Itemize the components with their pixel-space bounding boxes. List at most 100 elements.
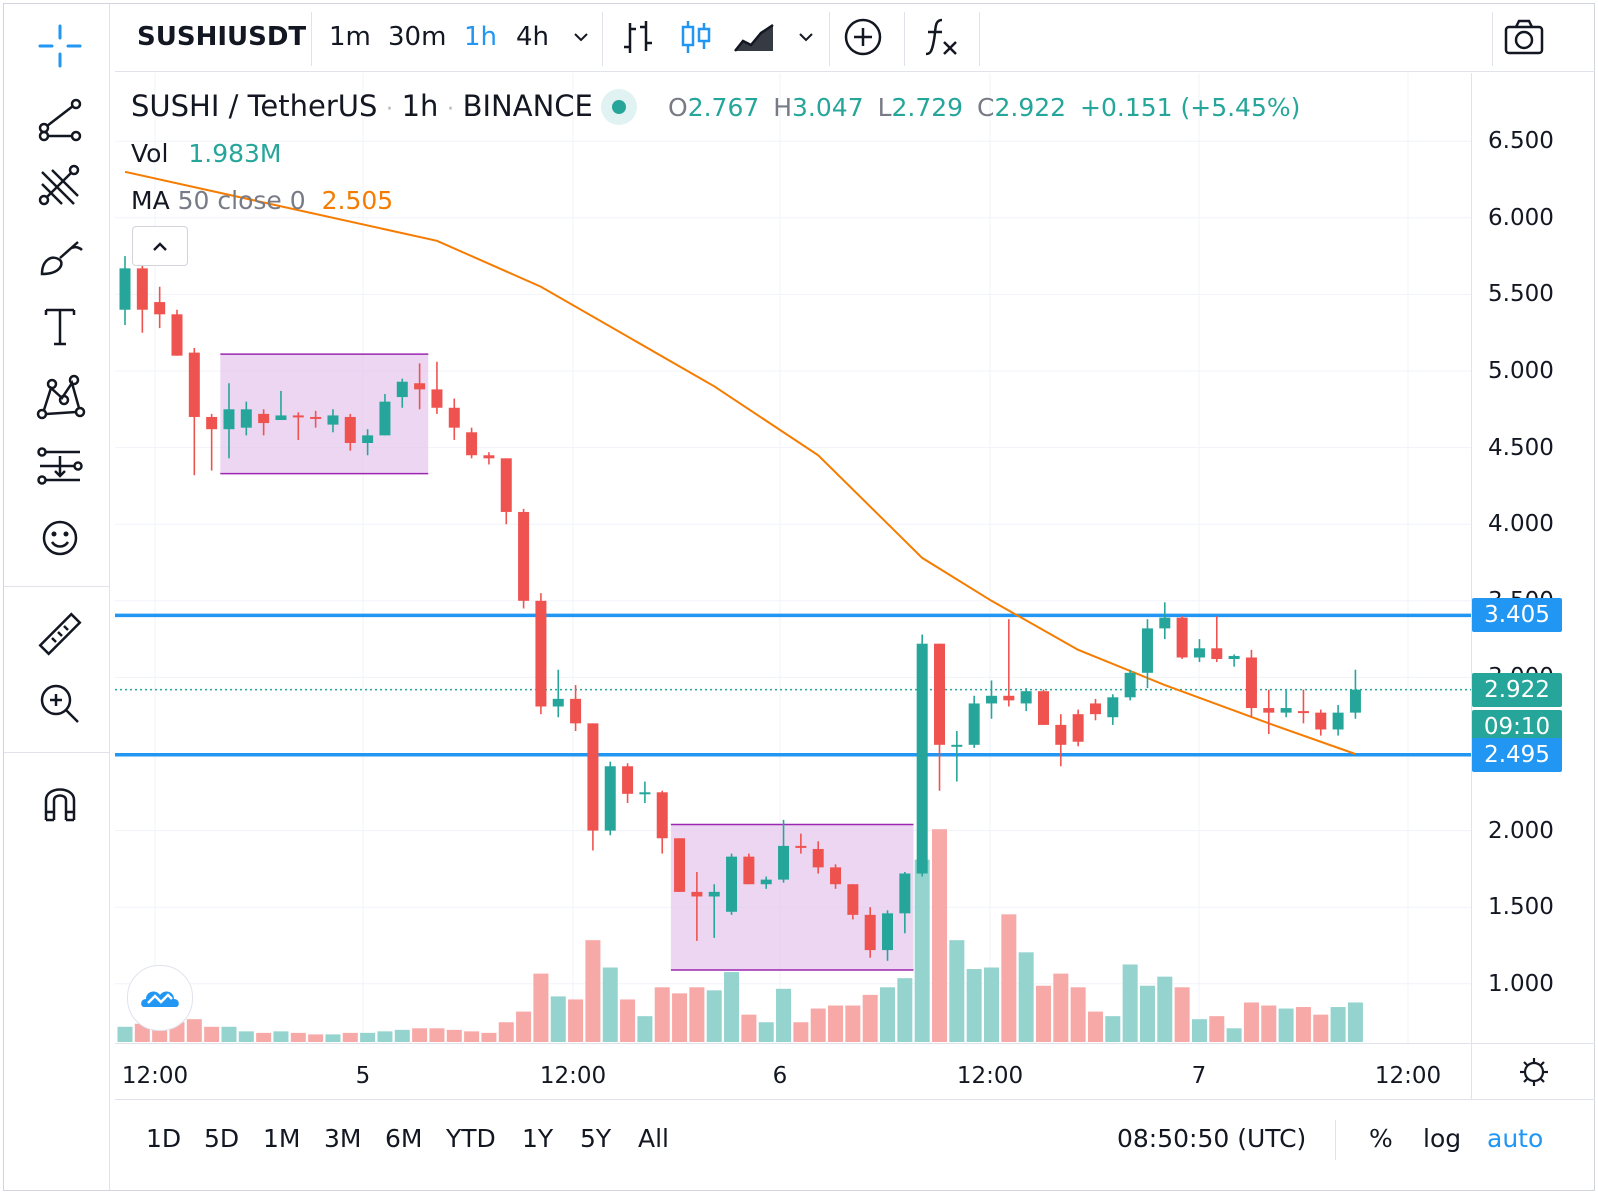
- candle-body[interactable]: [258, 413, 270, 424]
- bar-chart-icon[interactable]: [615, 14, 661, 60]
- candle-body[interactable]: [1055, 724, 1067, 745]
- range-3m-button[interactable]: 3M: [324, 1124, 362, 1153]
- auto-scale-button[interactable]: auto: [1487, 1124, 1544, 1153]
- interval-30m-button[interactable]: 30m: [388, 22, 447, 52]
- candle-body[interactable]: [795, 845, 807, 848]
- candle-body[interactable]: [604, 766, 616, 831]
- candle-body[interactable]: [656, 792, 668, 839]
- candle-body[interactable]: [431, 389, 443, 408]
- candle-body[interactable]: [570, 698, 582, 724]
- candle-body[interactable]: [968, 703, 980, 745]
- candle-body[interactable]: [119, 268, 131, 310]
- range-ytd-button[interactable]: YTD: [446, 1124, 496, 1153]
- magnet-icon[interactable]: [30, 774, 90, 830]
- candle-body[interactable]: [1141, 628, 1153, 673]
- candle-body[interactable]: [726, 856, 738, 912]
- candle-body[interactable]: [708, 891, 720, 897]
- legend-collapse-button[interactable]: [132, 226, 188, 266]
- candle-body[interactable]: [1228, 655, 1240, 660]
- utc-clock[interactable]: 08:50:50 (UTC): [1117, 1124, 1307, 1153]
- tradingview-logo[interactable]: [127, 965, 193, 1031]
- candle-body[interactable]: [1263, 708, 1275, 713]
- range-5d-button[interactable]: 5D: [204, 1124, 240, 1153]
- candle-body[interactable]: [951, 744, 963, 747]
- interval-1h-button[interactable]: 1h: [464, 22, 498, 52]
- indicators-icon[interactable]: [918, 14, 964, 60]
- candle-body[interactable]: [292, 415, 304, 418]
- candle-body[interactable]: [223, 409, 235, 430]
- candle-body[interactable]: [587, 723, 599, 831]
- candle-body[interactable]: [327, 415, 339, 425]
- candle-body[interactable]: [812, 848, 824, 868]
- range-6m-button[interactable]: 6M: [385, 1124, 423, 1153]
- candle-body[interactable]: [379, 401, 391, 436]
- candle-body[interactable]: [1089, 703, 1101, 715]
- candle-body[interactable]: [882, 913, 894, 951]
- candle-body[interactable]: [171, 314, 183, 356]
- candle-body[interactable]: [1315, 712, 1327, 730]
- emoji-icon[interactable]: [30, 508, 90, 564]
- legend-symbol[interactable]: SUSHI / TetherUS: [131, 89, 378, 123]
- price-axis[interactable]: 6.5006.0005.5005.0004.5004.0003.5003.000…: [1471, 73, 1595, 1043]
- candle-body[interactable]: [899, 873, 911, 914]
- candle-body[interactable]: [1159, 617, 1171, 629]
- chart-pane[interactable]: SUSHI / TetherUS · 1h · BINANCE O2.767 H…: [115, 73, 1471, 1043]
- candle-body[interactable]: [1107, 697, 1119, 718]
- candle-body[interactable]: [1280, 708, 1292, 713]
- candle-body[interactable]: [760, 879, 772, 885]
- candle-body[interactable]: [864, 914, 876, 951]
- candle-body[interactable]: [1211, 648, 1223, 660]
- prediction-icon[interactable]: [30, 438, 90, 494]
- candle-body[interactable]: [1349, 689, 1361, 713]
- candle-body[interactable]: [934, 643, 946, 745]
- candle-body[interactable]: [691, 891, 703, 897]
- range-all-button[interactable]: All: [638, 1124, 669, 1153]
- candle-chart-icon[interactable]: [673, 14, 719, 60]
- candle-body[interactable]: [1332, 712, 1344, 730]
- symbol-search-button[interactable]: SUSHIUSDT: [137, 22, 307, 52]
- candle-body[interactable]: [622, 766, 634, 794]
- candle-body[interactable]: [1037, 691, 1049, 725]
- compare-add-icon[interactable]: [840, 14, 886, 60]
- range-5y-button[interactable]: 5Y: [580, 1124, 612, 1153]
- candle-body[interactable]: [448, 407, 460, 428]
- candle-body[interactable]: [552, 698, 564, 707]
- candle-body[interactable]: [847, 884, 859, 915]
- range-rectangle[interactable]: [220, 354, 429, 474]
- candle-body[interactable]: [1245, 657, 1257, 709]
- candle-body[interactable]: [1193, 648, 1205, 658]
- interval-1m-button[interactable]: 1m: [329, 22, 371, 52]
- candle-body[interactable]: [778, 845, 790, 880]
- candle-body[interactable]: [275, 415, 287, 421]
- candle-body[interactable]: [136, 268, 148, 310]
- candle-body[interactable]: [362, 435, 374, 444]
- candle-body[interactable]: [240, 409, 252, 428]
- ruler-icon[interactable]: [30, 606, 90, 662]
- legend-ma[interactable]: MA 50 close 0 2.505: [131, 184, 393, 218]
- candle-body[interactable]: [154, 302, 166, 315]
- trend-line-icon[interactable]: [30, 88, 90, 144]
- candle-body[interactable]: [986, 695, 997, 704]
- candle-body[interactable]: [916, 643, 928, 874]
- brush-icon[interactable]: [30, 228, 90, 284]
- candle-body[interactable]: [500, 458, 512, 512]
- candle-body[interactable]: [1297, 711, 1309, 714]
- range-1m-button[interactable]: 1M: [263, 1124, 301, 1153]
- moving-average-line[interactable]: [124, 170, 1356, 755]
- time-axis[interactable]: 12:00 5 12:00 6 12:00 7 12:00: [115, 1043, 1471, 1099]
- candle-body[interactable]: [535, 600, 547, 707]
- candle-body[interactable]: [206, 416, 218, 430]
- candle-body[interactable]: [414, 383, 426, 390]
- market-status-indicator[interactable]: [601, 89, 637, 125]
- range-rectangle[interactable]: [670, 824, 914, 971]
- candle-body[interactable]: [188, 352, 200, 417]
- candle-body[interactable]: [466, 432, 478, 456]
- candle-body[interactable]: [639, 792, 651, 795]
- candle-body[interactable]: [1072, 714, 1084, 742]
- axis-settings-button[interactable]: [1471, 1043, 1595, 1099]
- candle-body[interactable]: [310, 416, 322, 419]
- zoom-in-icon[interactable]: [30, 676, 90, 732]
- text-icon[interactable]: [30, 298, 90, 354]
- candle-body[interactable]: [1020, 691, 1032, 704]
- candle-body[interactable]: [743, 856, 755, 885]
